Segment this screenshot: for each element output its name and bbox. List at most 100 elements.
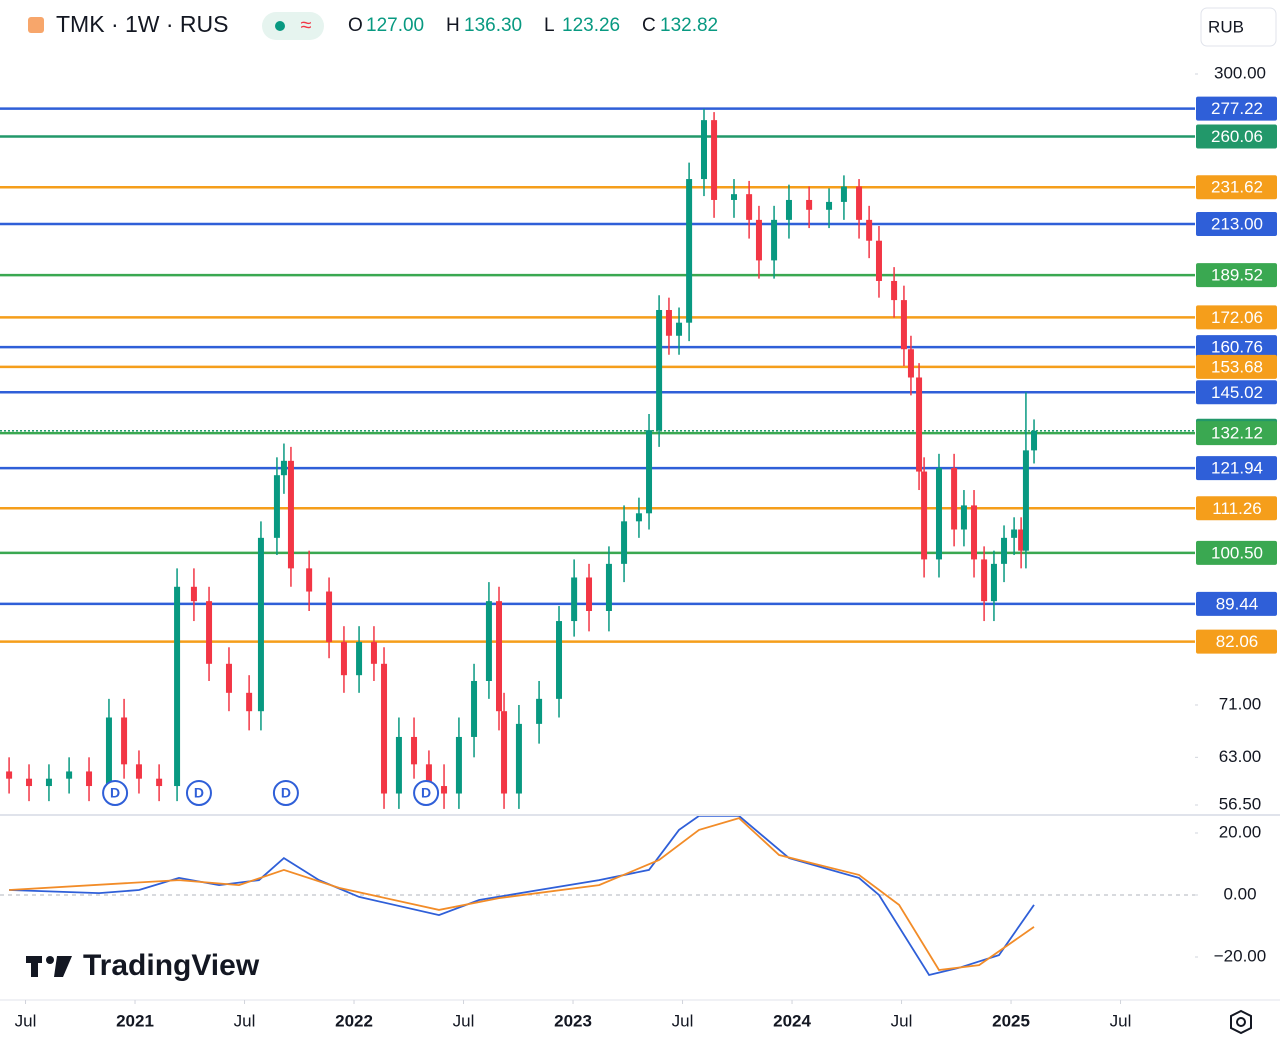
candle-body <box>711 120 718 200</box>
candle-body <box>971 505 978 560</box>
candle-body <box>785 199 792 220</box>
y-tick-label: 63.00 <box>1219 747 1262 766</box>
candle-body <box>425 764 432 787</box>
candle-body <box>515 723 522 794</box>
branding-text: TradingView <box>83 949 260 982</box>
candle-body <box>1022 450 1029 551</box>
x-tick-label: Jul <box>672 1011 694 1030</box>
candle-body <box>287 460 294 569</box>
symbol-icon <box>28 17 44 33</box>
candle-body <box>907 349 914 378</box>
level-label: 153.68 <box>1211 357 1263 376</box>
candle-body <box>746 194 753 220</box>
dividend-marker <box>185 780 212 806</box>
candle-body <box>621 521 628 564</box>
candle-body <box>501 711 508 794</box>
x-tick-label: 2023 <box>554 1011 592 1030</box>
candle-body <box>1018 529 1025 551</box>
dividend-label: D <box>110 785 120 801</box>
y-tick-label: 0.00 <box>1223 884 1256 903</box>
level-label-box <box>1196 380 1277 405</box>
level-label: 189.52 <box>1211 266 1263 285</box>
candle-body <box>586 577 593 611</box>
candle-body <box>190 586 197 602</box>
ohlc-key: O <box>348 15 363 36</box>
candle-body <box>86 771 93 787</box>
ohlc-legend: O 127.00 H 136.30 L 123.26 C 132.82 <box>348 15 718 36</box>
macd-pane <box>0 816 1195 977</box>
candle-body <box>856 186 863 220</box>
candle-body <box>471 680 478 737</box>
candle-body <box>1001 537 1008 564</box>
candle-body <box>257 537 264 712</box>
candle-body <box>1031 430 1038 451</box>
candle-body <box>960 505 967 530</box>
level-label-box <box>1196 335 1277 360</box>
candle-body <box>225 663 232 693</box>
x-tick-label: Jul <box>891 1011 913 1030</box>
candle-body <box>916 377 923 472</box>
candle-body <box>306 568 313 592</box>
candle-body <box>395 736 402 794</box>
candle-body <box>635 513 642 522</box>
candle-body <box>356 641 363 676</box>
candle-body <box>990 563 997 602</box>
ohlc-key: L <box>544 15 555 36</box>
x-tick-label: 2025 <box>992 1011 1030 1030</box>
candle-body <box>951 467 958 530</box>
level-label: 100.50 <box>1211 543 1263 562</box>
candle-body <box>326 591 333 642</box>
currency-label[interactable]: RUB <box>1208 17 1244 36</box>
level-label: 89.44 <box>1216 594 1259 613</box>
y-tick-label: 20.00 <box>1219 822 1262 841</box>
candle-body <box>556 621 563 699</box>
level-label-box <box>1196 96 1277 121</box>
settings-icon[interactable] <box>1230 1009 1252 1035</box>
ohlc-value: 127.00 <box>366 15 424 36</box>
currency-button[interactable] <box>1200 7 1277 47</box>
candle-body <box>246 692 253 712</box>
level-label: 145.02 <box>1211 383 1263 402</box>
candle-body <box>411 736 418 765</box>
level-label-box <box>1196 496 1277 521</box>
indicator-line <box>9 816 1035 977</box>
ohlc-value: 123.26 <box>562 15 620 36</box>
level-label-box <box>1196 456 1277 481</box>
candle-body <box>273 475 280 538</box>
candle-body <box>455 736 462 794</box>
level-label: 172.06 <box>1211 308 1263 327</box>
x-tick-label: Jul <box>1110 1011 1132 1030</box>
candle-body <box>1011 529 1018 538</box>
level-label-box <box>1196 629 1277 654</box>
candle-body <box>806 199 813 210</box>
candle-body <box>605 563 612 611</box>
candle-body <box>174 586 181 787</box>
level-label: 111.26 <box>1212 499 1261 518</box>
dividend-label: D <box>421 785 431 801</box>
candle-body <box>646 430 653 514</box>
candle-body <box>921 471 928 560</box>
candle-body <box>571 577 578 622</box>
indicator-line <box>9 817 1035 971</box>
indicator-pill[interactable] <box>262 12 324 40</box>
candle-body <box>66 771 73 779</box>
candle-body <box>700 120 707 180</box>
y-tick-label: −20.00 <box>1214 946 1266 965</box>
candle-body <box>676 322 683 336</box>
candle-body <box>485 601 492 681</box>
y-tick-label: 71.00 <box>1219 694 1262 713</box>
level-label-box <box>1196 124 1277 149</box>
candle-body <box>730 194 737 200</box>
level-label: 231.62 <box>1211 178 1263 197</box>
level-label: 160.76 <box>1211 338 1263 357</box>
x-tick-label: 2021 <box>116 1011 154 1030</box>
candle-body <box>381 663 388 794</box>
candle-body <box>45 778 52 787</box>
level-label-box <box>1196 263 1277 288</box>
symbol-title: TMK · 1W · RUS <box>56 11 229 37</box>
candle-body <box>496 601 503 712</box>
candle-body <box>981 559 988 602</box>
candle-body <box>771 219 778 261</box>
candle-body <box>536 698 543 724</box>
